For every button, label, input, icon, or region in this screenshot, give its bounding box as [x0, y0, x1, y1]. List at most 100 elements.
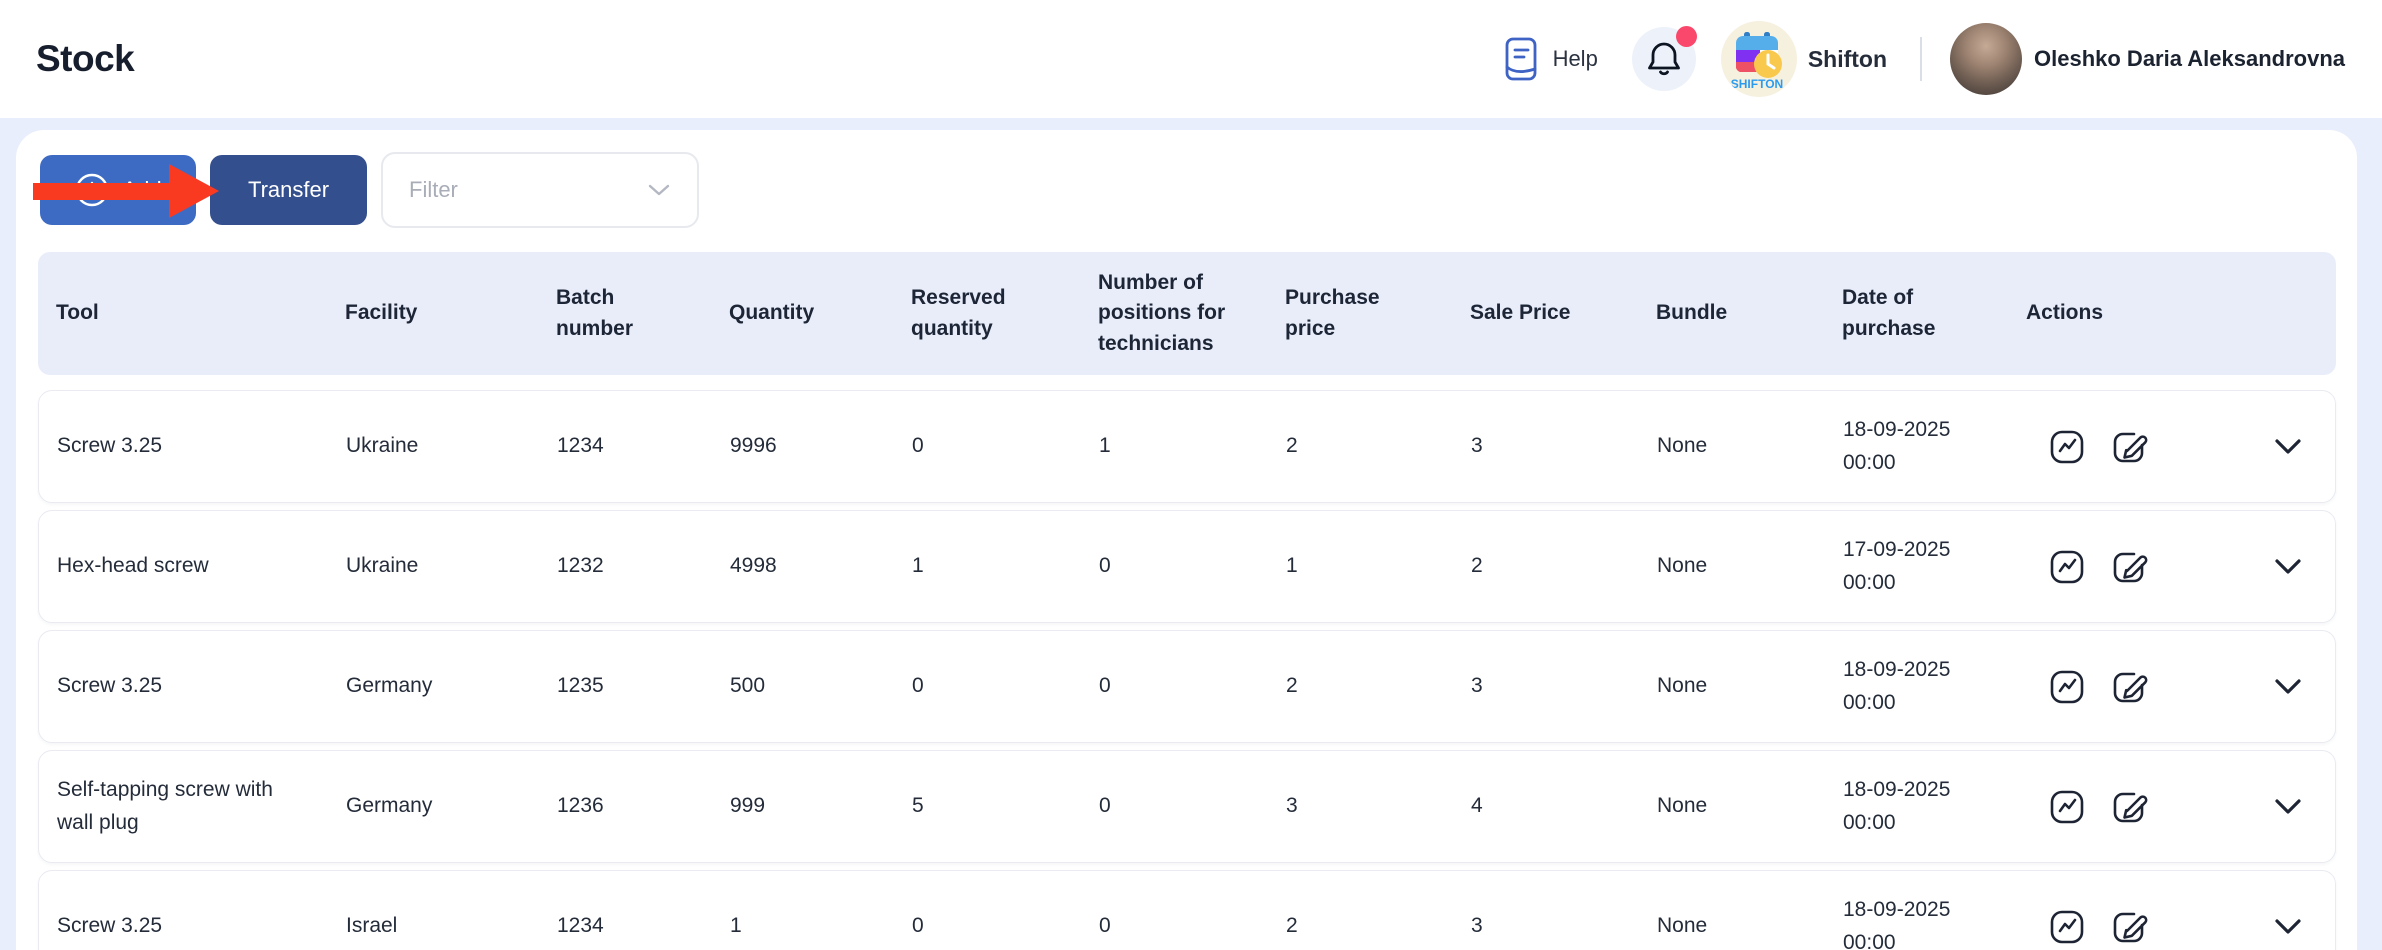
column-header-date: Date of purchase [1842, 286, 1936, 340]
cell-quantity: 9996 [730, 434, 777, 458]
edit-button[interactable] [2107, 425, 2151, 469]
transfer-button-label: Transfer [247, 177, 330, 202]
cell-facility: Germany [346, 674, 433, 698]
cell-quantity: 500 [730, 674, 766, 698]
table-row: Self-tapping screw with wall plug German… [38, 750, 2336, 863]
notifications-button[interactable] [1631, 26, 1697, 91]
cell-facility: Ukraine [346, 434, 419, 458]
cell-reserved-quantity: 5 [912, 794, 924, 818]
activity-button[interactable] [2045, 785, 2089, 829]
chevron-down-icon [2274, 438, 2302, 455]
cell-positions: 0 [1099, 914, 1111, 938]
edit-icon [2107, 785, 2151, 829]
chevron-down-icon [2274, 558, 2302, 575]
brand-name: Shifton [1807, 45, 1888, 72]
transfer-button[interactable]: Transfer [210, 155, 367, 225]
edit-icon [2107, 545, 2151, 589]
book-icon [1502, 36, 1540, 82]
stock-table: Tool Facility Batch number Quantity Rese… [38, 252, 2336, 950]
cell-sale-price: 2 [1471, 554, 1483, 578]
edit-icon [2107, 425, 2151, 469]
cell-positions: 0 [1099, 554, 1111, 578]
column-header-actions: Actions [2026, 301, 2104, 325]
edit-icon [2107, 905, 2151, 949]
column-header-quantity: Quantity [729, 301, 815, 325]
activity-button[interactable] [2045, 545, 2089, 589]
cell-purchase-price: 1 [1286, 554, 1298, 578]
activity-icon [2045, 665, 2089, 709]
activity-button[interactable] [2045, 905, 2089, 949]
cell-positions: 1 [1099, 434, 1111, 458]
activity-button[interactable] [2045, 665, 2089, 709]
edit-button[interactable] [2107, 905, 2151, 949]
help-button[interactable]: Help [1502, 36, 1598, 82]
column-header-bundle: Bundle [1656, 301, 1728, 325]
cell-actions [2009, 751, 2335, 862]
cell-batch-number: 1232 [557, 554, 604, 578]
cell-bundle: None [1657, 554, 1708, 578]
edit-icon [2107, 665, 2151, 709]
column-header-purchase: Purchase price [1285, 286, 1380, 340]
cell-tool: Screw 3.25 [57, 434, 163, 458]
cell-batch-number: 1235 [557, 674, 604, 698]
cell-tool: Self-tapping screw with wall plug [57, 777, 273, 834]
top-bar-right: Help [1502, 21, 2345, 97]
cell-bundle: None [1657, 434, 1708, 458]
cell-bundle: None [1657, 674, 1708, 698]
edit-button[interactable] [2107, 785, 2151, 829]
table-row: Screw 3.25 Germany 1235 500 0 0 2 3 None… [38, 630, 2336, 743]
cell-purchase-price: 2 [1286, 434, 1298, 458]
filter-placeholder: Filter [409, 177, 458, 202]
row-expand-button[interactable] [2271, 672, 2305, 702]
row-expand-button[interactable] [2271, 552, 2305, 582]
cell-quantity: 4998 [730, 554, 777, 578]
edit-button[interactable] [2107, 545, 2151, 589]
user-name: Oleshko Daria Aleksandrovna [2034, 46, 2345, 71]
cell-facility: Germany [346, 794, 433, 818]
cell-sale-price: 3 [1471, 914, 1483, 938]
cell-facility: Israel [346, 914, 398, 938]
plus-circle-icon [74, 172, 110, 208]
top-bar: Stock Help [0, 0, 2382, 118]
cell-bundle: None [1657, 914, 1708, 938]
cell-tool: Screw 3.25 [57, 674, 163, 698]
activity-icon [2045, 545, 2089, 589]
table-row: Hex-head screw Ukraine 1232 4998 1 0 1 2… [38, 510, 2336, 623]
cell-sale-price: 4 [1471, 794, 1483, 818]
user-menu-button[interactable]: Oleshko Daria Aleksandrovna [1950, 23, 2345, 95]
content-card: Add Transfer Filter Tool Facility Batch … [16, 130, 2357, 950]
cell-positions: 0 [1099, 674, 1111, 698]
chevron-down-icon [2274, 678, 2302, 695]
row-expand-button[interactable] [2271, 792, 2305, 822]
table-row: Screw 3.25 Ukraine 1234 9996 0 1 2 3 Non… [38, 390, 2336, 503]
row-expand-button[interactable] [2271, 432, 2305, 462]
header-divider [1920, 37, 1923, 81]
add-button[interactable]: Add [40, 155, 196, 225]
filter-dropdown[interactable]: Filter [381, 152, 699, 228]
column-header-batch: Batch number [556, 286, 634, 340]
cell-batch-number: 1234 [557, 914, 604, 938]
activity-icon [2045, 785, 2089, 829]
chevron-down-icon [2274, 918, 2302, 935]
cell-date-of-purchase: 18-09-2025 00:00 [1843, 897, 1951, 950]
edit-button[interactable] [2107, 665, 2151, 709]
stock-table-body: Screw 3.25 Ukraine 1234 9996 0 1 2 3 Non… [38, 390, 2336, 950]
cell-tool: Hex-head screw [57, 554, 209, 578]
cell-date-of-purchase: 18-09-2025 00:00 [1843, 777, 1951, 834]
table-header-row: Tool Facility Batch number Quantity Rese… [38, 252, 2336, 375]
column-header-reserved: Reserved quantity [911, 286, 1006, 340]
row-expand-button[interactable] [2271, 912, 2305, 942]
cell-purchase-price: 2 [1286, 674, 1298, 698]
cell-batch-number: 1234 [557, 434, 604, 458]
cell-purchase-price: 3 [1286, 794, 1298, 818]
column-header-positions: Number of positions for technicians [1098, 270, 1226, 355]
column-header-tool: Tool [56, 301, 99, 325]
brand-logo-button[interactable]: SHIFTON Shifton [1720, 21, 1888, 97]
column-header-sale: Sale Price [1470, 301, 1571, 325]
cell-actions [2009, 511, 2335, 622]
cell-actions [2009, 871, 2335, 950]
shifton-logo-icon: SHIFTON [1720, 21, 1797, 97]
cell-sale-price: 3 [1471, 674, 1483, 698]
activity-button[interactable] [2045, 425, 2089, 469]
cell-date-of-purchase: 18-09-2025 00:00 [1843, 657, 1951, 714]
